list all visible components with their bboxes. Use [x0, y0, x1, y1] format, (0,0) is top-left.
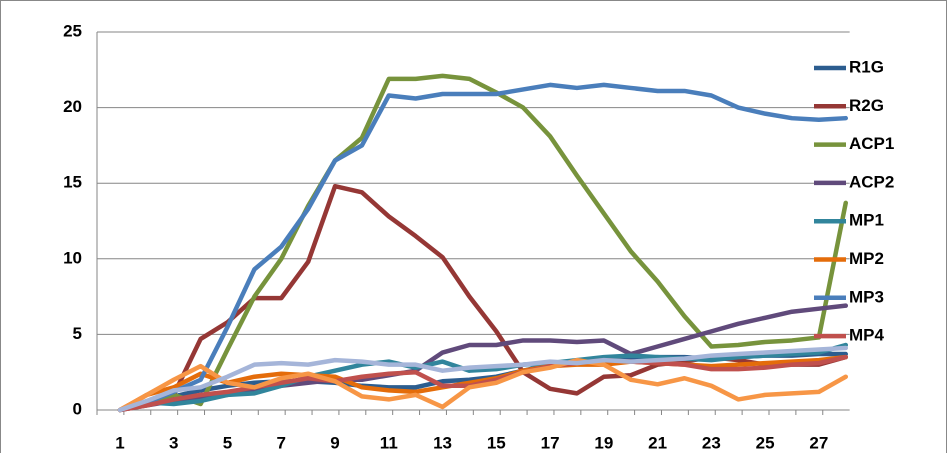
x-tick-label: 27 [809, 433, 828, 452]
legend-label: R2G [849, 96, 884, 115]
series-line [117, 345, 849, 413]
series-line [117, 82, 849, 413]
series-line [117, 73, 849, 413]
y-tick-label: 15 [63, 173, 82, 192]
legend-label: MP2 [849, 249, 884, 268]
x-tick-label: 1 [115, 433, 124, 452]
legend-label: ACP2 [849, 172, 894, 191]
x-tick-label: 5 [223, 433, 232, 452]
legend-label: ACP1 [849, 134, 894, 153]
x-tick-label: 21 [648, 433, 667, 452]
y-tick-label: 0 [73, 399, 82, 418]
x-tick-label: 7 [277, 433, 286, 452]
y-tick-label: 25 [63, 21, 82, 40]
y-tick-label: 10 [63, 248, 82, 267]
y-tick-label: 20 [63, 97, 82, 116]
x-tick-label: 11 [380, 433, 398, 452]
x-tick-label: 17 [541, 433, 560, 452]
x-tick-label: 3 [169, 433, 178, 452]
legend-label: MP3 [849, 287, 884, 306]
y-tick-label: 5 [73, 324, 82, 343]
x-tick-label: 19 [594, 433, 613, 452]
x-tick-label: 13 [433, 433, 452, 452]
legend-label: MP1 [849, 211, 884, 230]
legend-label: MP4 [849, 326, 885, 345]
x-tick-label: 9 [330, 433, 339, 452]
x-tick-label: 15 [487, 433, 506, 452]
legend-label: R1G [849, 57, 884, 76]
series-line [117, 357, 849, 413]
x-tick-label: 25 [756, 433, 775, 452]
series-line [117, 342, 849, 413]
x-tick-label: 23 [702, 433, 721, 452]
